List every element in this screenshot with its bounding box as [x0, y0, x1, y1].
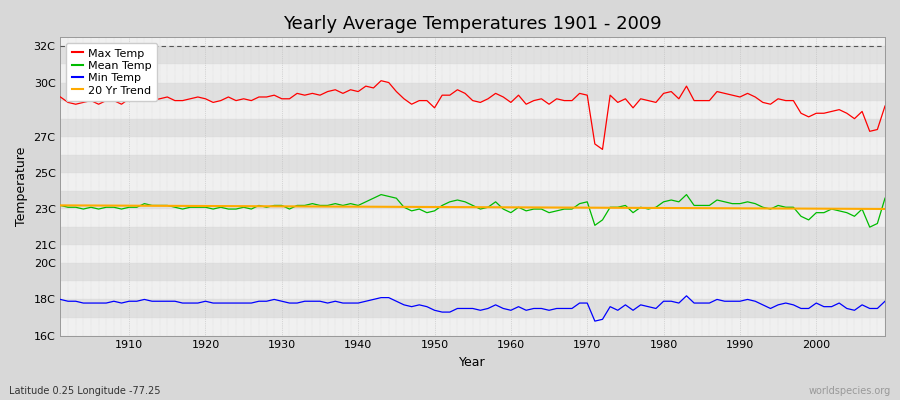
Bar [60, 227, 885, 245]
Y-axis label: Temperature: Temperature [15, 147, 28, 226]
Bar [60, 300, 885, 318]
X-axis label: Year: Year [459, 356, 486, 369]
Bar [60, 46, 885, 64]
Legend: Max Temp, Mean Temp, Min Temp, 20 Yr Trend: Max Temp, Mean Temp, Min Temp, 20 Yr Tre… [66, 43, 158, 101]
Bar [60, 173, 885, 191]
Bar [60, 137, 885, 155]
Bar [60, 100, 885, 119]
Text: Latitude 0.25 Longitude -77.25: Latitude 0.25 Longitude -77.25 [9, 386, 160, 396]
Bar [60, 82, 885, 100]
Bar [60, 37, 885, 46]
Bar [60, 119, 885, 137]
Bar [60, 209, 885, 227]
Text: worldspecies.org: worldspecies.org [809, 386, 891, 396]
Bar [60, 318, 885, 336]
Bar [60, 191, 885, 209]
Bar [60, 155, 885, 173]
Title: Yearly Average Temperatures 1901 - 2009: Yearly Average Temperatures 1901 - 2009 [284, 15, 662, 33]
Bar [60, 245, 885, 263]
Bar [60, 64, 885, 82]
Bar [60, 263, 885, 281]
Bar [60, 281, 885, 300]
